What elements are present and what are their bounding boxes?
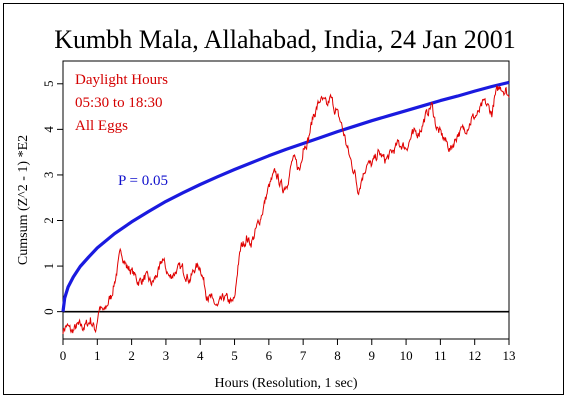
y-axis-label: Cumsum (Z^2 - 1) *E2 (16, 135, 31, 265)
x-tick-label: 12 (468, 348, 481, 363)
y-tick-label: 1 (41, 263, 56, 270)
x-axis-label: Hours (Resolution, 1 sec) (214, 376, 357, 391)
x-tick-label: 8 (334, 348, 341, 363)
x-tick-label: 1 (94, 348, 101, 363)
x-tick-label: 7 (300, 348, 307, 363)
x-tick-label: 5 (231, 348, 238, 363)
x-tick-label: 9 (369, 348, 376, 363)
x-tick-label: 6 (266, 348, 273, 363)
cumsum-data-line (62, 85, 510, 335)
y-tick-label: 2 (41, 217, 56, 224)
p005-envelope-curve (61, 80, 510, 312)
y-axis-ticks: 0 1 2 3 4 5 (41, 81, 63, 315)
x-tick-label: 13 (503, 348, 516, 363)
x-tick-label: 3 (163, 348, 170, 363)
x-tick-label: 0 (60, 348, 67, 363)
y-tick-label: 5 (41, 81, 56, 88)
y-tick-label: 4 (41, 126, 56, 133)
x-tick-label: 11 (434, 348, 447, 363)
p-value-label: P = 0.05 (118, 173, 168, 189)
x-tick-label: 10 (400, 348, 413, 363)
annotation-time-range: 05:30 to 18:30 (75, 95, 163, 111)
x-tick-label: 4 (197, 348, 204, 363)
chart-title: Kumbh Mala, Allahabad, India, 24 Jan 200… (54, 25, 515, 54)
x-axis-ticks: 0 1 2 3 4 5 6 7 8 9 10 11 12 13 (60, 339, 516, 363)
annotation-all-eggs: All Eggs (75, 118, 128, 134)
plot-area (62, 60, 510, 340)
annotation-daylight-hours: Daylight Hours (75, 72, 168, 88)
y-tick-label: 3 (41, 172, 56, 179)
y-tick-label: 0 (41, 308, 56, 315)
x-tick-label: 2 (128, 348, 135, 363)
